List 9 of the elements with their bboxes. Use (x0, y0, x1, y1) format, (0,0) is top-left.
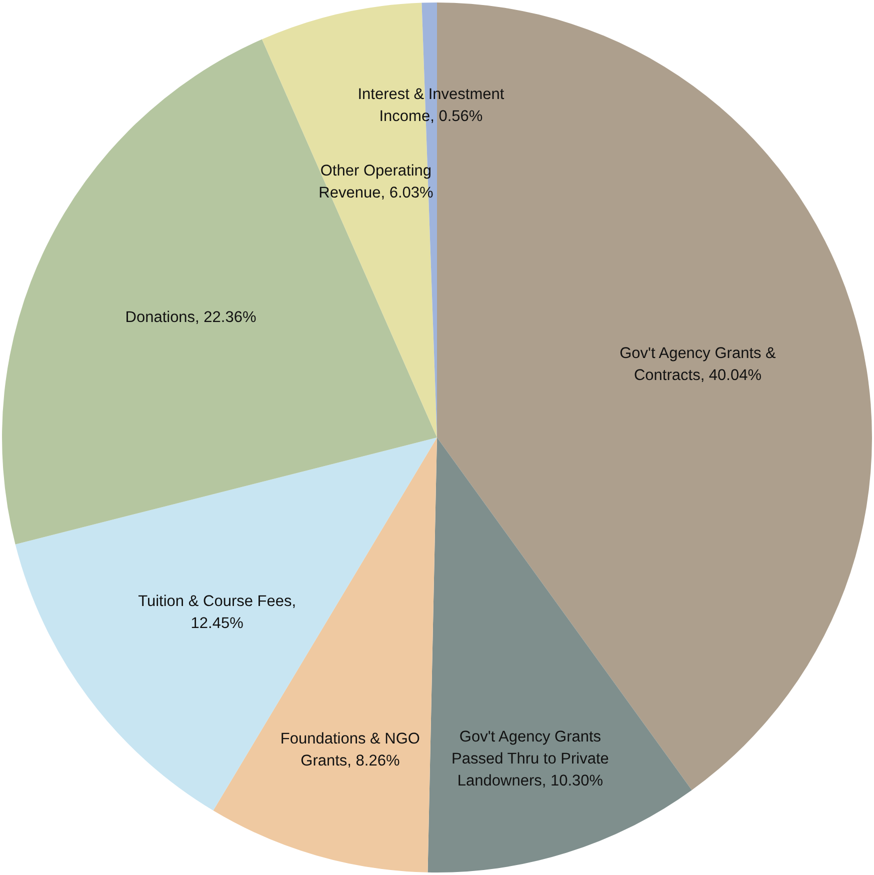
slice-label: Donations, 22.36% (125, 309, 256, 326)
pie-slice (428, 438, 692, 872)
slice-label: Interest & Investment Income, 0.56% (358, 86, 505, 125)
slice-label: Other Operating Revenue, 6.03% (318, 162, 434, 202)
slice-label: Foundations & NGO Grants, 8.26% (280, 730, 420, 770)
slice-label: Gov't Agency Grants Passed Thru to Private Landowners, 10.30% (452, 728, 609, 790)
slice-label: Tuition & Course Fees, 12.45% (138, 593, 296, 632)
slice-label: Gov't Agency Grants & Contracts, 40.04% (620, 345, 777, 384)
pie-slice (15, 438, 437, 811)
